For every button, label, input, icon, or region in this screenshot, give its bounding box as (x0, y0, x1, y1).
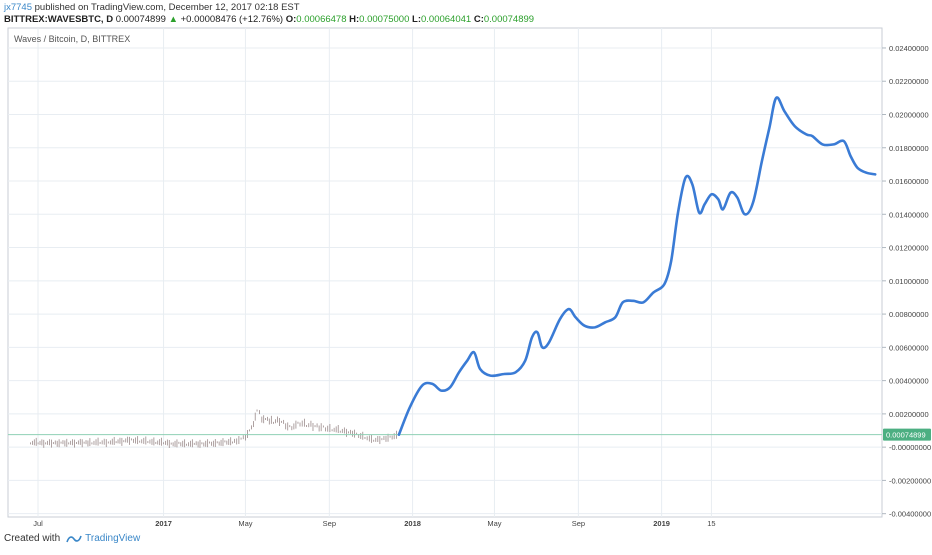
current-price-line: 0.00074899 (8, 428, 931, 441)
x-tick-label: May (487, 519, 501, 528)
price-badge (883, 428, 931, 441)
chart-title: Waves / Bitcoin, D, BITTREX (14, 34, 130, 44)
drawn-trend-series (397, 96, 877, 436)
created-with-text: Created with (4, 533, 61, 544)
close-label: C: (473, 14, 484, 25)
y-tick-label: 0.01800000 (889, 144, 929, 153)
author-link[interactable]: jx7745 (4, 2, 32, 13)
ticker-bar: BITTREX:WAVESBTC, D 0.00074899 ▲ +0.0000… (4, 14, 534, 25)
tradingview-brand-label: TradingView (85, 533, 141, 544)
ticker-change: +0.00008476 (+12.76%) (180, 14, 284, 25)
high-value: 0.00075000 (359, 14, 410, 25)
time-axis[interactable]: Jul 2017 May Sep 2018 May Sep 2019 15 (33, 519, 715, 528)
low-label: L: (412, 14, 421, 25)
close-value: 0.00074899 (483, 14, 535, 25)
x-tick-label: Sep (572, 519, 585, 528)
triangle-up-icon: ▲ (168, 14, 178, 25)
y-tick-label: 0.02200000 (889, 77, 929, 86)
x-tick-label: 15 (707, 519, 715, 528)
x-tick-label: 2018 (404, 519, 421, 528)
y-tick-label: 0.02000000 (889, 110, 929, 119)
y-tick-label: 0.00800000 (889, 310, 929, 319)
footer: Created with TradingView (4, 533, 140, 544)
horizontal-gridlines (8, 47, 882, 515)
y-tick-label: 0.01600000 (889, 177, 929, 186)
price-axis[interactable]: 0.02400000 0.02200000 0.02000000 0.01800000… (882, 44, 931, 519)
x-tick-label: Jul (33, 519, 43, 528)
y-tick-label: 0.00200000 (889, 410, 929, 419)
vertical-gridlines (37, 28, 712, 517)
y-tick-label: 0.02400000 (889, 44, 929, 53)
y-tick-label: 0.01000000 (889, 277, 929, 286)
publish-text: published on TradingView.com, December 1… (32, 2, 300, 13)
open-label: O: (285, 14, 297, 25)
y-tick-label: 0.01200000 (889, 244, 929, 253)
open-value: 0.00066478 (296, 14, 347, 25)
y-tick-label: 0.01400000 (889, 210, 929, 219)
ticker-symbol: BITTREX:WAVESBTC, D (4, 14, 114, 25)
y-tick-label: -0.00200000 (889, 476, 931, 485)
x-tick-label: May (238, 519, 252, 528)
y-tick-label: 0.00400000 (889, 377, 929, 386)
high-label: H: (349, 14, 360, 25)
candlestick-series (30, 409, 397, 449)
x-tick-label: 2017 (155, 519, 172, 528)
low-value: 0.00064041 (420, 14, 472, 25)
tradingview-brand[interactable]: TradingView (66, 533, 140, 544)
tradingview-logo-icon (66, 535, 82, 542)
publish-info: jx7745 published on TradingView.com, Dec… (4, 2, 300, 13)
ticker-last: 0.00074899 (115, 14, 166, 25)
y-tick-label: 0.00600000 (889, 343, 929, 352)
price-badge-label: 0.00074899 (886, 431, 926, 440)
drawn-trend-line (397, 96, 877, 436)
x-tick-label: Sep (323, 519, 336, 528)
y-tick-label: -0.00400000 (889, 510, 931, 519)
y-tick-label: -0.00000000 (889, 443, 931, 452)
x-tick-label: 2019 (653, 519, 670, 528)
plot-frame (7, 27, 883, 518)
